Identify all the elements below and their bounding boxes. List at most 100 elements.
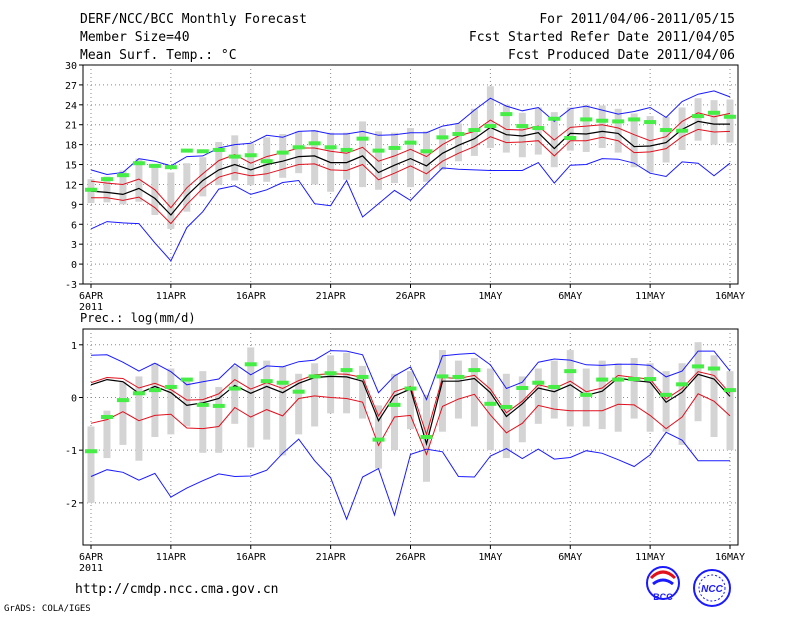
temp-obs-marker: [612, 119, 625, 124]
prec-obs-marker: [596, 377, 609, 382]
member-size-label: Member Size=40: [80, 30, 190, 45]
temp-spread-box: [279, 134, 287, 178]
prec-obs-marker: [308, 374, 321, 379]
prec-spread-box: [550, 360, 558, 419]
temp-ytick-label: 27: [65, 81, 77, 92]
prec-obs-marker: [180, 377, 193, 382]
temp-spread-box: [295, 131, 303, 174]
prec-ytick-label: -2: [65, 499, 77, 510]
prec-obs-marker: [292, 389, 305, 394]
temp-obs-marker: [244, 153, 257, 158]
temp-obs-marker: [196, 149, 209, 154]
temp-obs-marker: [260, 159, 273, 164]
temp-obs-marker: [564, 136, 577, 140]
temp-obs-marker: [372, 148, 385, 153]
prec-obs-marker: [500, 404, 513, 409]
temp-xtick-label: 16APR: [236, 291, 267, 302]
prec-ytick-label: -1: [65, 446, 77, 457]
prec-min-line: [90, 431, 730, 521]
prec-xtick-label: 11MAY: [635, 552, 665, 563]
temp-spread-box: [502, 104, 510, 153]
temp-obs-marker: [116, 173, 129, 178]
prec-obs-marker: [564, 369, 577, 374]
temp-upper-line: [90, 112, 731, 209]
temp-spread-box: [167, 172, 175, 229]
prec-spread-box: [327, 355, 335, 414]
temp-obs-marker: [292, 145, 305, 150]
prec-spread-box: [183, 381, 191, 427]
prec-obs-marker: [404, 386, 417, 391]
prec-spread-box: [103, 410, 111, 459]
temp-obs-marker: [212, 147, 225, 152]
temp-spread-box: [103, 176, 111, 203]
temp-obs-marker: [644, 120, 657, 125]
temp-obs-marker: [180, 148, 193, 153]
temp-ytick-label: 24: [65, 101, 77, 112]
prec-xtick-label: 16MAY: [715, 552, 745, 563]
temp-spread-box: [375, 131, 383, 190]
temp-ytick-label: 9: [71, 200, 77, 211]
prec-spread-box: [295, 373, 303, 435]
prec-obs-marker: [324, 371, 337, 376]
prec-obs-marker: [420, 435, 433, 439]
temp-spread-box: [438, 128, 446, 170]
prec-lower-line: [90, 393, 731, 456]
source-url[interactable]: http://cmdp.ncc.cma.gov.cn: [75, 582, 279, 597]
grads-credit: GrADS: COLA/IGES: [4, 604, 91, 614]
temp-obs-marker: [84, 187, 97, 192]
prec-xtick-label: 26APR: [395, 552, 426, 563]
prec-obs-marker: [612, 377, 625, 382]
temp-spread-box: [135, 158, 143, 202]
ncc-logo: NCC: [693, 569, 731, 607]
temp-obs-marker: [276, 150, 289, 155]
temp-min-line: [90, 158, 731, 262]
prec-spread-box: [678, 363, 686, 445]
prec-obs-marker: [516, 386, 529, 391]
variable-label: Mean Surf. Temp.: °C: [80, 48, 237, 63]
temp-obs-marker: [580, 117, 593, 122]
temp-obs-marker: [436, 135, 449, 140]
temp-spread-box: [343, 132, 351, 180]
temp-xtick-label: 11APR: [156, 291, 187, 302]
temp-spread-box: [726, 99, 734, 143]
temp-spread-box: [215, 141, 223, 186]
prec-spread-box: [311, 363, 319, 427]
prec-obs-marker: [388, 402, 401, 407]
temp-obs-marker: [404, 140, 417, 145]
prec-spread-box: [726, 371, 734, 451]
prec-obs-marker: [356, 374, 369, 379]
prec-spread-box: [375, 405, 383, 469]
temp-obs-marker: [164, 165, 177, 170]
prec-obs-marker: [708, 366, 721, 371]
temp-ytick-label: 0: [71, 260, 77, 271]
temp-spread-box: [614, 108, 622, 153]
prec-spread-box: [486, 368, 494, 451]
prec-spread-box: [215, 386, 223, 453]
prec-obs-marker: [132, 391, 145, 396]
temp-spread-box: [199, 157, 207, 197]
prec-spread-box: [391, 373, 399, 451]
prec-obs-marker: [372, 437, 385, 442]
prec-spread-box: [710, 355, 718, 437]
prec-obs-marker: [276, 380, 289, 385]
prec-spread-box: [119, 381, 127, 445]
prec-spread-box: [359, 365, 367, 419]
prec-obs-marker: [148, 388, 161, 393]
precip-panel-title: Prec.: log(mm/d): [80, 311, 196, 325]
prec-spread-box: [199, 371, 207, 453]
prec-spread-box: [407, 371, 414, 430]
prec-obs-marker: [212, 403, 225, 408]
prec-xtick-label: 6MAY: [558, 552, 582, 563]
temp-xtick-label: 6MAY: [558, 291, 582, 302]
temp-obs-marker: [708, 110, 721, 115]
temp-obs-marker: [132, 161, 145, 166]
prec-spread-box: [470, 357, 478, 427]
prec-obs-marker: [580, 392, 593, 397]
prec-spread-box: [534, 368, 542, 424]
prec-xtick-label: 1MAY: [478, 552, 502, 563]
prec-spread-box: [167, 368, 175, 435]
ncc-logo-text: NCC: [701, 584, 723, 595]
temp-spread-box: [454, 123, 462, 162]
prec-obs-marker: [196, 402, 209, 407]
